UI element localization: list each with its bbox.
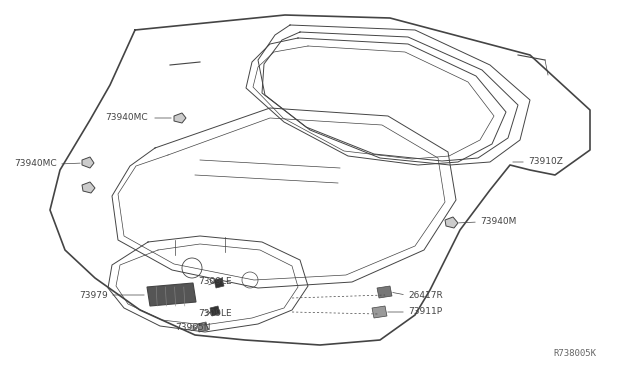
Polygon shape [82, 157, 94, 168]
Text: 7309LE: 7309LE [198, 308, 232, 317]
Text: 73940M: 73940M [480, 218, 516, 227]
Polygon shape [214, 278, 224, 288]
Text: 73911P: 73911P [408, 308, 442, 317]
Text: 73940MC: 73940MC [106, 113, 148, 122]
Polygon shape [197, 322, 208, 332]
Polygon shape [82, 182, 95, 193]
Polygon shape [445, 217, 458, 228]
Text: 73965N: 73965N [175, 324, 211, 333]
Text: R738005K: R738005K [553, 350, 596, 359]
Polygon shape [147, 283, 196, 306]
Polygon shape [372, 306, 387, 318]
Polygon shape [174, 113, 186, 123]
Text: 73910Z: 73910Z [528, 157, 563, 167]
Polygon shape [377, 286, 392, 298]
Text: 73940MC: 73940MC [14, 160, 57, 169]
Polygon shape [210, 306, 220, 316]
Text: 7309LE: 7309LE [198, 278, 232, 286]
Text: 26417R: 26417R [408, 291, 443, 299]
Text: 73979: 73979 [79, 291, 108, 299]
